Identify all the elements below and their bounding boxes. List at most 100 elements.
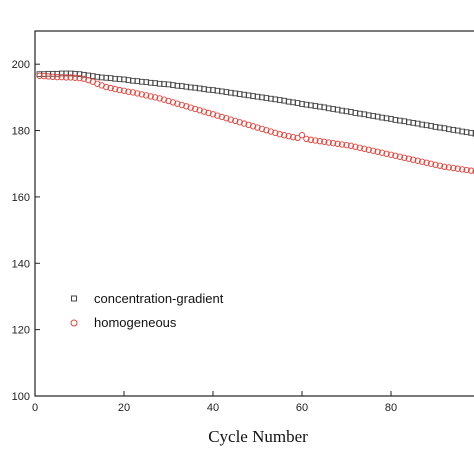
data-point-homogeneous	[418, 158, 426, 165]
data-point-homogeneous	[401, 154, 408, 161]
data-point-homogeneous	[223, 115, 230, 122]
data-point-homogeneous	[392, 152, 399, 159]
legend-label-homogeneous: homogeneous	[94, 315, 177, 330]
legend-label-concentration-gradient: concentration-gradient	[94, 291, 224, 306]
data-point-homogeneous	[36, 72, 43, 79]
data-point-homogeneous	[365, 146, 372, 153]
y-tick-label: 200	[12, 59, 30, 71]
data-point-homogeneous	[436, 162, 444, 169]
data-point-homogeneous	[423, 159, 430, 166]
data-point-homogeneous	[329, 140, 337, 147]
data-point-homogeneous	[258, 125, 266, 133]
data-point-homogeneous	[414, 157, 421, 164]
data-point-homogeneous	[356, 144, 363, 151]
data-point-homogeneous	[441, 163, 448, 170]
data-point-homogeneous	[187, 104, 194, 111]
data-point-homogeneous	[427, 160, 435, 167]
data-point-homogeneous	[352, 143, 359, 150]
data-point-homogeneous	[316, 138, 323, 145]
y-axis: 100 120 140 160 180 200	[12, 59, 40, 403]
data-point-homogeneous	[227, 116, 234, 123]
data-point-homogeneous	[40, 72, 48, 80]
data-point-homogeneous	[205, 109, 212, 117]
data-point-homogeneous	[196, 107, 203, 114]
y-tick-label: 160	[12, 192, 30, 204]
data-point-homogeneous	[321, 138, 328, 145]
data-point-homogeneous	[178, 101, 186, 109]
x-tick-label: 80	[385, 402, 397, 414]
data-point-homogeneous	[432, 161, 439, 168]
data-point-homogeneous	[289, 134, 297, 141]
data-point-homogeneous	[454, 165, 461, 172]
data-point-homogeneous	[334, 140, 341, 147]
data-point-homogeneous	[303, 135, 310, 142]
data-point-homogeneous	[169, 99, 177, 106]
legend-marker-concentration-gradient	[71, 295, 77, 302]
data-point-homogeneous	[71, 74, 79, 81]
data-point-homogeneous	[80, 75, 88, 82]
data-point-homogeneous	[267, 128, 274, 135]
data-point-homogeneous	[58, 73, 65, 81]
data-point-homogeneous	[183, 103, 190, 110]
x-tick-label: 40	[207, 402, 219, 414]
data-point-homogeneous	[165, 97, 172, 105]
data-point-homogeneous	[151, 94, 159, 101]
data-point-homogeneous	[245, 121, 252, 129]
y-tick-label: 100	[12, 391, 30, 403]
data-point-homogeneous	[240, 120, 248, 127]
legend-marker-homogeneous	[70, 319, 78, 327]
data-point-homogeneous	[361, 145, 368, 152]
data-point-homogeneous	[116, 86, 123, 94]
data-point-homogeneous	[272, 129, 279, 137]
data-point-homogeneous	[63, 74, 70, 81]
data-point-homogeneous	[249, 123, 257, 130]
data-point-homogeneous	[459, 166, 466, 173]
data-point-homogeneous	[347, 142, 355, 149]
data-point-homogeneous	[120, 87, 128, 94]
data-point-homogeneous	[405, 155, 412, 162]
data-point-homogeneous	[134, 90, 141, 97]
data-point-homogeneous	[54, 73, 61, 81]
x-tick-label: 0	[32, 402, 38, 414]
data-point-homogeneous	[285, 133, 292, 140]
data-point-homogeneous	[294, 134, 301, 141]
data-point-homogeneous	[129, 89, 137, 96]
data-point-homogeneous	[200, 108, 208, 115]
data-point-homogeneous	[410, 156, 417, 163]
data-point-homogeneous	[276, 131, 283, 138]
data-point-homogeneous	[214, 112, 221, 119]
plot-frame	[34, 30, 474, 397]
data-point-homogeneous	[370, 147, 377, 154]
data-point-homogeneous	[383, 150, 390, 157]
data-point-homogeneous	[45, 73, 52, 80]
data-point-homogeneous	[232, 117, 239, 125]
data-point-homogeneous	[387, 151, 395, 158]
data-point-homogeneous	[254, 124, 261, 131]
x-axis: 0 20 40 60 80	[32, 391, 397, 414]
x-tick-label: 60	[296, 402, 308, 414]
x-tick-label: 20	[118, 402, 130, 414]
data-point-homogeneous	[218, 113, 226, 121]
data-point-homogeneous	[312, 137, 319, 144]
data-point-homogeneous	[143, 92, 150, 99]
data-point-homogeneous	[343, 141, 350, 149]
data-point-homogeneous	[160, 96, 168, 103]
data-point-homogeneous	[236, 119, 243, 126]
data-point-homogeneous	[378, 149, 386, 156]
data-point-homogeneous	[281, 132, 288, 139]
legend: concentration-gradient homogeneous	[70, 291, 224, 330]
data-point-homogeneous	[472, 168, 474, 175]
data-point-homogeneous	[138, 91, 145, 98]
data-point-homogeneous	[307, 136, 315, 143]
data-point-homogeneous	[396, 153, 404, 160]
data-point-homogeneous	[156, 95, 163, 102]
y-tick-label: 140	[12, 258, 30, 270]
data-point-homogeneous	[374, 148, 381, 155]
data-point-homogeneous	[263, 127, 270, 134]
data-point-homogeneous	[111, 85, 119, 93]
data-point-homogeneous	[76, 74, 83, 82]
data-point-homogeneous	[463, 166, 470, 174]
data-point-homogeneous	[325, 139, 332, 146]
data-point-homogeneous	[192, 105, 199, 113]
